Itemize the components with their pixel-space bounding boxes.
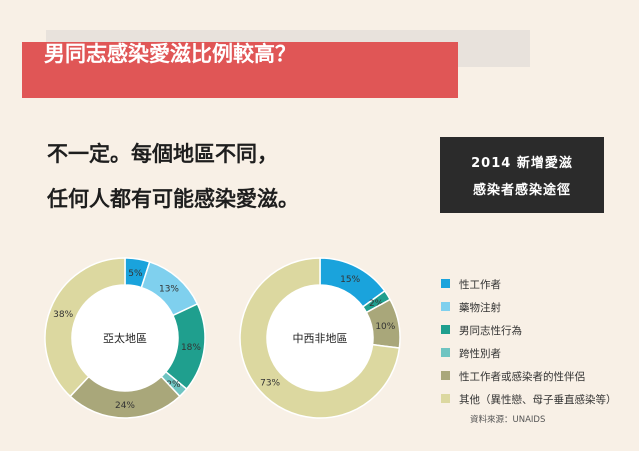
legend-label-drug_injection: 藥物注射 (459, 302, 501, 314)
donut-2-center (267, 285, 373, 391)
legend-label-other: 其他（異性戀、母子垂直感染等） (459, 394, 617, 406)
title-banner: 男同志感染愛滋比例較高？ (22, 42, 458, 98)
chart-title-line-2: 感染者感染途徑 (472, 183, 571, 198)
donut-1-center-label: 亞太地區 (103, 332, 147, 345)
legend-swatch-msm (441, 325, 450, 334)
donut-2-label-sex_worker: 15% (340, 275, 360, 285)
donut-2-center-label: 中西非地區 (293, 332, 348, 345)
legend-label-partners: 性工作者或感染者的性伴侶 (459, 371, 585, 383)
legend-label-transgender: 跨性別者 (459, 348, 501, 360)
source-note: 資料來源：UNAIDS (470, 415, 546, 425)
donut-2-label-other: 73% (260, 378, 280, 388)
donut-1-label-msm: 18% (181, 343, 201, 353)
legend-swatch-other (441, 394, 450, 403)
legend-swatch-sex_worker (441, 279, 450, 288)
donut-1-label-sex_worker: 5% (128, 269, 143, 279)
chart-title-line-1: 2014 新增愛滋 (471, 156, 573, 171)
donut-1-center (72, 285, 178, 391)
donut-1-label-transgender: 2% (166, 380, 181, 390)
legend-swatch-drug_injection (441, 302, 450, 311)
headline-line-2: 任何人都有可能感染愛滋。 (47, 187, 299, 211)
donut-2-label-partners: 10% (375, 322, 395, 332)
donut-1-label-other: 38% (53, 310, 73, 320)
donut-1-label-partners: 24% (115, 401, 135, 411)
page-title: 男同志感染愛滋比例較高？ (44, 42, 296, 66)
legend-label-sex_worker: 性工作者 (459, 279, 501, 291)
donut-1-label-drug_injection: 13% (159, 285, 179, 295)
legend-label-msm: 男同志性行為 (459, 325, 522, 337)
headline-line-1: 不一定。每個地區不同， (47, 142, 278, 166)
donut-2-label-msm: 2% (369, 299, 384, 309)
legend-swatch-transgender (441, 348, 450, 357)
chart-title-box: 2014 新增愛滋 感染者感染途徑 (440, 137, 604, 213)
legend-swatch-partners (441, 371, 450, 380)
